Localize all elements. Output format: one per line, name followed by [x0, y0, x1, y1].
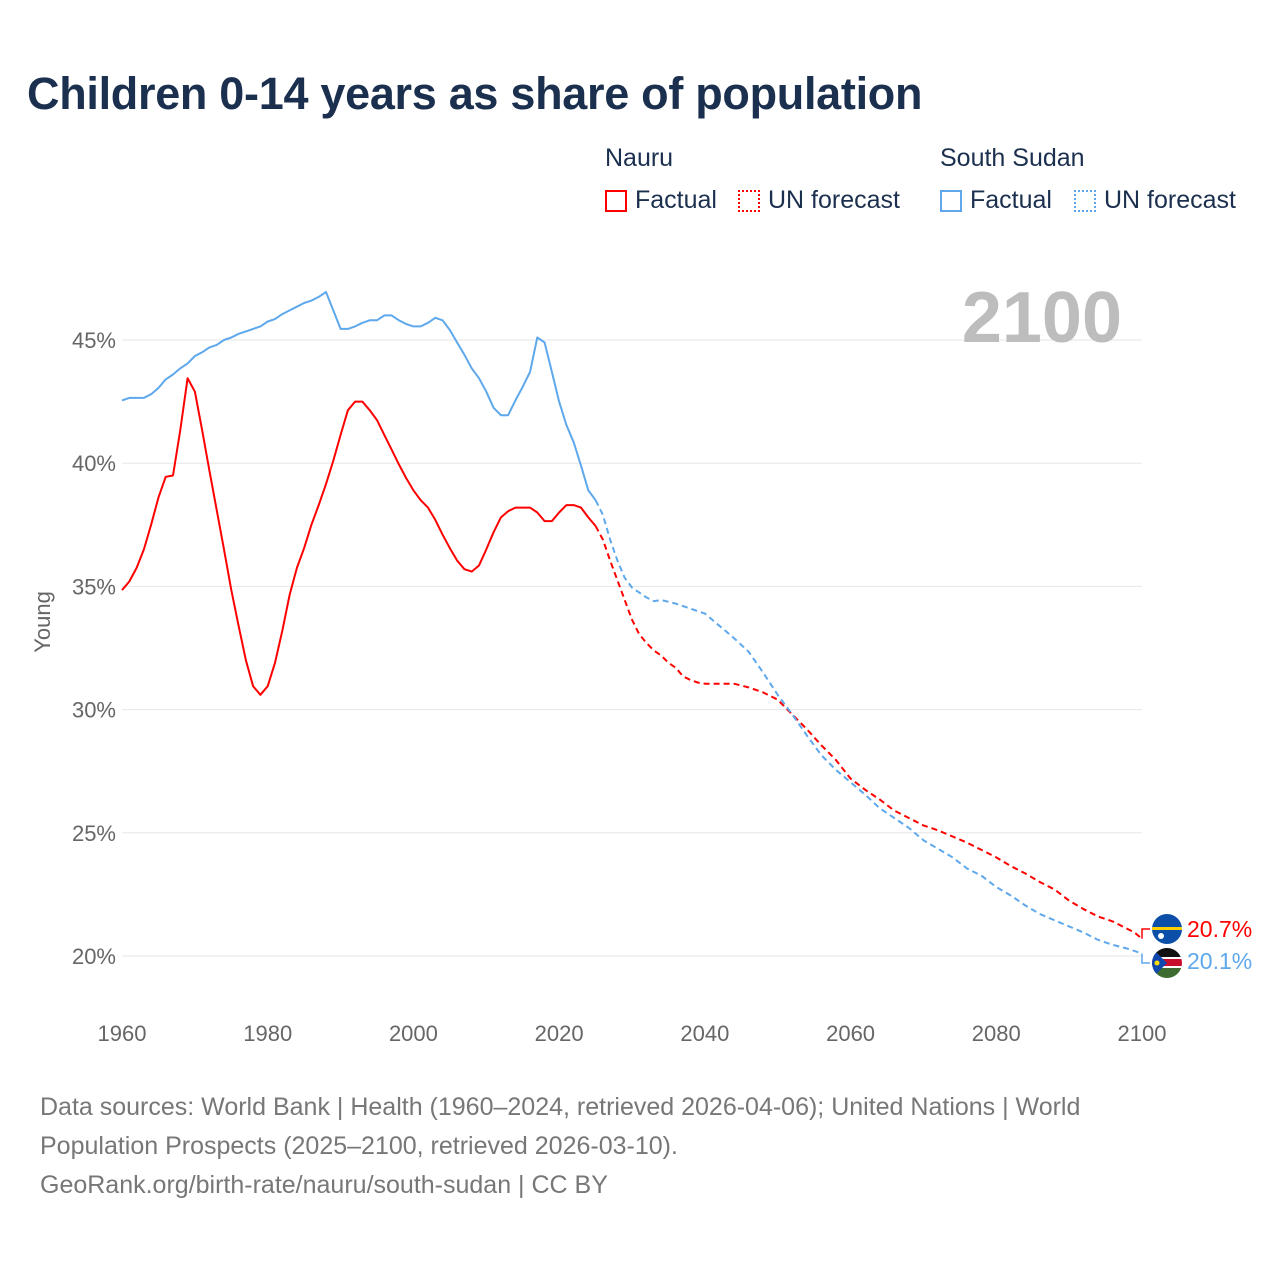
- y-tick-label: 45%: [72, 328, 116, 353]
- x-tick-label: 1960: [98, 1021, 147, 1046]
- x-tick-label: 1980: [243, 1021, 292, 1046]
- source-link[interactable]: GeoRank.org/birth-rate/nauru/south-sudan…: [40, 1171, 608, 1199]
- x-tick-label: 2020: [535, 1021, 584, 1046]
- south-sudan-end-label: 20.1%: [1187, 948, 1252, 974]
- x-tick-label: 2040: [680, 1021, 729, 1046]
- nauru-forecast-line: [594, 525, 1143, 940]
- y-tick-label: 25%: [72, 821, 116, 846]
- x-tick-label: 2080: [972, 1021, 1021, 1046]
- legend-label: Factual: [970, 186, 1052, 214]
- south-sudan-end-connector: [1141, 953, 1150, 964]
- y-tick-label: 30%: [72, 698, 116, 723]
- south-sudan-forecast-line: [594, 499, 1143, 955]
- south-sudan-flag-icon: [1152, 948, 1182, 978]
- legend-south-sudan-factual[interactable]: Factual: [940, 186, 1052, 215]
- legend-group-nauru: Nauru: [605, 144, 674, 172]
- y-tick-label: 20%: [72, 944, 116, 969]
- legend-swatch-solid: [605, 189, 627, 212]
- legend-swatch-dotted: [738, 189, 760, 212]
- source-line-1: Data sources: World Bank | Health (1960–…: [40, 1093, 1081, 1121]
- y-axis-label: Young: [30, 591, 55, 653]
- nauru-end-connector: [1141, 928, 1150, 939]
- source-line-2: Population Prospects (2025–2100, retriev…: [40, 1132, 678, 1160]
- legend-group-south-sudan: South Sudan: [940, 144, 1085, 172]
- legend-nauru-forecast[interactable]: UN forecast: [738, 186, 900, 215]
- legend-label: UN forecast: [768, 186, 900, 214]
- legend-swatch-solid: [940, 189, 962, 212]
- x-tick-label: 2000: [389, 1021, 438, 1046]
- nauru-factual-line: [121, 377, 597, 696]
- legend-swatch-dotted: [1074, 189, 1096, 212]
- nauru-end-label: 20.7%: [1187, 916, 1252, 942]
- south-sudan-factual-line: [121, 291, 597, 501]
- footer: Data sources: World Bank | Health (1960–…: [40, 1088, 1200, 1205]
- legend-label: Factual: [635, 186, 717, 214]
- y-tick-label: 35%: [72, 574, 116, 599]
- x-tick-label: 2100: [1118, 1021, 1167, 1046]
- chart-title: Children 0-14 years as share of populati…: [27, 68, 923, 119]
- y-tick-label: 40%: [72, 451, 116, 476]
- legend-south-sudan-forecast[interactable]: UN forecast: [1074, 186, 1236, 215]
- x-tick-label: 2060: [826, 1021, 875, 1046]
- nauru-flag-icon: [1152, 914, 1182, 944]
- legend-nauru-factual[interactable]: Factual: [605, 186, 717, 215]
- year-display: 2100: [962, 278, 1122, 358]
- legend-label: UN forecast: [1104, 186, 1236, 214]
